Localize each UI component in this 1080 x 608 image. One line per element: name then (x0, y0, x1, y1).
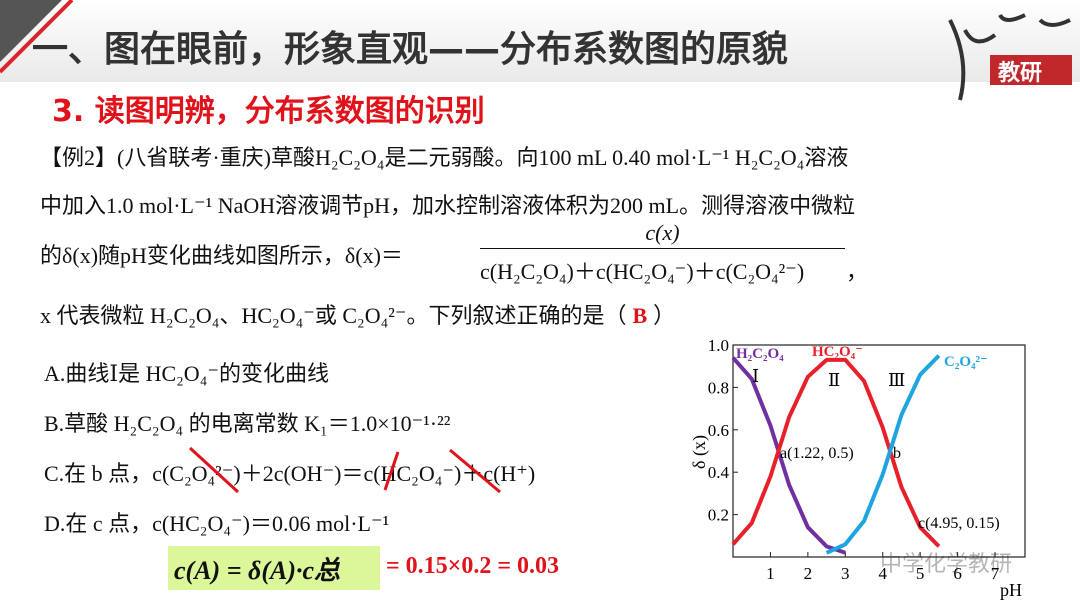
curve-label: Ⅲ (888, 370, 905, 390)
x-tick-label: 3 (841, 564, 850, 583)
logo: 教研 (998, 60, 1043, 86)
question-text: ） (653, 303, 676, 328)
answer: B (632, 303, 648, 328)
note-formula: c(A) = δ(A)·c总 (174, 556, 341, 585)
legend-entry: C₂O₄²⁻ (944, 354, 988, 370)
y-tick-label: 0.2 (708, 506, 729, 525)
subtitle: 3. 读图明辨，分布系数图的识别 (52, 94, 485, 129)
denominator: c(H₂C₂O₄)＋c(HC₂O₄⁻)＋c(C₂O₄²⁻) (480, 259, 805, 284)
legend-entry: H₂C₂O₄ (736, 346, 784, 362)
option: A.曲线Ⅰ是 HC₂O₄⁻的变化曲线 (44, 361, 329, 386)
y-tick-label: 0.8 (708, 378, 729, 397)
x-axis-label: pH (1000, 580, 1022, 600)
series-line (731, 357, 941, 548)
annotation: c(4.95, 0.15) (918, 515, 1000, 532)
plot-frame (732, 344, 1026, 558)
header-band (0, 0, 1080, 82)
y-tick-label: 0.6 (708, 421, 729, 440)
note-box (168, 546, 380, 590)
title: 一、图在眼前，形象直观——分布系数图的原貌 (32, 29, 789, 70)
fraction-bar (480, 248, 845, 249)
y-tick-label: 0.4 (708, 463, 730, 482)
legend-entry: HC₂O₄⁻ (812, 344, 863, 360)
question-line: 【例2】(八省联考·重庆)草酸H₂C₂O₄是二元弱酸。向100 mL 0.40 … (40, 145, 849, 170)
x-tick-label: 1 (766, 564, 775, 583)
question-line: x 代表微粒 H₂C₂O₄、HC₂O₄⁻或 C₂O₄²⁻。下列叙述正确的是（ B） (40, 298, 675, 330)
x-tick-label: 7 (991, 564, 1000, 583)
numerator: c(x) (645, 220, 680, 245)
formula-lhs: 的δ(x)随pH变化曲线如图所示，δ(x)＝ (40, 243, 403, 268)
formula-tail: ， (846, 259, 869, 284)
y-axis-label: δ (x) (689, 435, 710, 469)
question-text: x 代表微粒 H₂C₂O₄、HC₂O₄⁻或 C₂O₄²⁻。下列叙述正确的是（ (40, 303, 627, 328)
watermark: 中学化学教研 (880, 552, 1013, 577)
x-tick-label: 2 (804, 564, 813, 583)
option: B.草酸 H₂C₂O₄ 的电离常数 K₁＝1.0×10⁻¹·²² (44, 411, 451, 436)
note-result: = 0.15×0.2 = 0.03 (386, 553, 560, 579)
annotation: a(1.22, 0.5) (780, 445, 854, 462)
annotation: b (893, 445, 901, 462)
curve-label: Ⅰ (752, 366, 759, 386)
curve-label: Ⅱ (828, 370, 840, 390)
x-tick-label: 5 (916, 564, 925, 583)
x-tick-label: 4 (878, 564, 887, 583)
option: D.在 c 点，c(HC₂O₄⁻)＝0.06 mol·L⁻¹ (44, 511, 390, 536)
y-tick-label: 1.0 (708, 336, 729, 355)
series-line (731, 356, 846, 555)
question-line: 中加入1.0 mol·L⁻¹ NaOH溶液调节pH，加水控制溶液体积为200 m… (40, 193, 856, 218)
x-tick-label: 6 (953, 564, 962, 583)
series-line (825, 354, 941, 555)
